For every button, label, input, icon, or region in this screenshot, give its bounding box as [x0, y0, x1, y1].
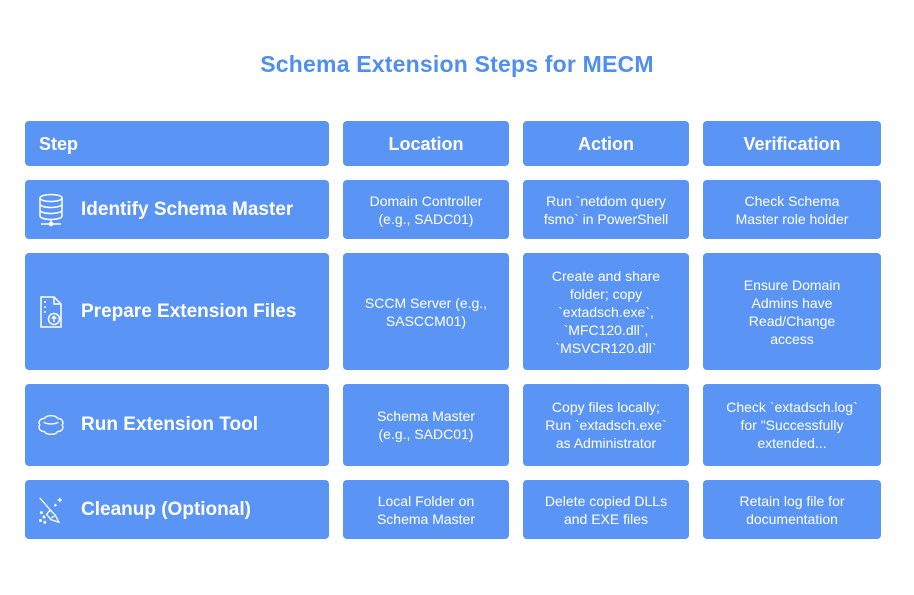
step-cleanup-optional: Cleanup (Optional)	[25, 480, 329, 539]
action-cell: Run `netdom query fsmo` in PowerShell	[523, 180, 689, 239]
broom-icon	[37, 493, 65, 527]
step-label: Identify Schema Master	[81, 198, 294, 220]
action-cell: Copy files locally; Run `extadsch.exe` a…	[523, 384, 689, 466]
step-prepare-extension-files: Prepare Extension Files	[25, 253, 329, 370]
action-cell: Create and share folder; copy `extadsch.…	[523, 253, 689, 370]
step-label: Cleanup (Optional)	[81, 498, 251, 520]
verification-cell: Check `extadsch.log` for "Successfully e…	[703, 384, 881, 466]
header-action: Action	[523, 121, 689, 166]
step-run-extension-tool: Run Extension Tool	[25, 384, 329, 466]
verification-cell: Retain log file for documentation	[703, 480, 881, 539]
location-cell: Domain Controller (e.g., SADC01)	[343, 180, 509, 239]
header-verification: Verification	[703, 121, 881, 166]
header-step: Step	[25, 121, 329, 166]
step-label: Prepare Extension Files	[81, 300, 297, 322]
header-location: Location	[343, 121, 509, 166]
database-icon	[37, 193, 65, 227]
action-cell: Delete copied DLLs and EXE files	[523, 480, 689, 539]
location-cell: Local Folder on Schema Master	[343, 480, 509, 539]
verification-cell: Check Schema Master role holder	[703, 180, 881, 239]
cloud-icon	[37, 408, 65, 442]
step-identify-schema-master: Identify Schema Master	[25, 180, 329, 239]
verification-cell: Ensure Domain Admins have Read/Change ac…	[703, 253, 881, 370]
step-label: Run Extension Tool	[81, 414, 258, 435]
file-upload-icon	[37, 295, 65, 329]
location-cell: Schema Master (e.g., SADC01)	[343, 384, 509, 466]
page-title: Schema Extension Steps for MECM	[260, 51, 654, 77]
location-cell: SCCM Server (e.g., SASCCM01)	[343, 253, 509, 370]
